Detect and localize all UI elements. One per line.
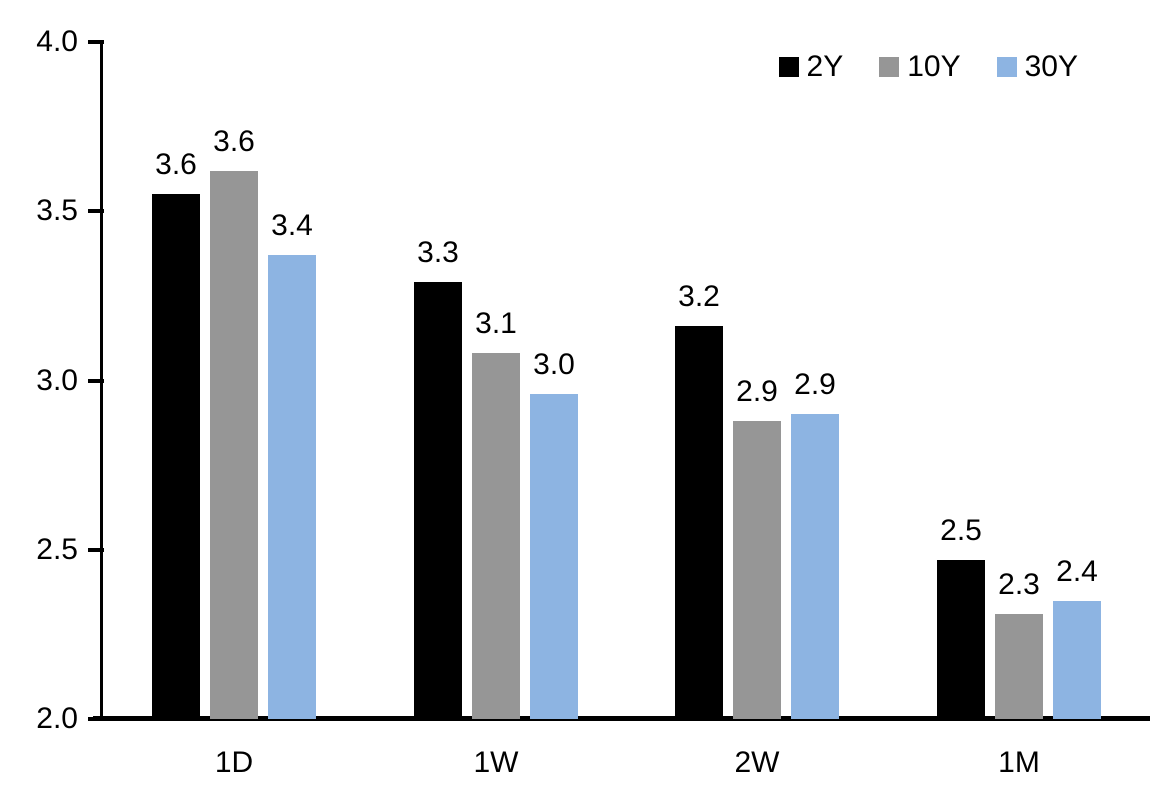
y-axis-label: 3.0 <box>36 364 78 397</box>
y-axis-tick <box>88 717 104 721</box>
y-axis-tick <box>88 209 104 213</box>
data-label: 3.6 <box>155 148 197 181</box>
x-category-label-2W: 2W <box>734 746 780 779</box>
data-label: 2.3 <box>998 568 1040 601</box>
legend: 2Y 10Y 30Y <box>778 50 1078 84</box>
x-category-label-1D: 1D <box>214 746 254 779</box>
bar-10Y-1D <box>210 171 258 719</box>
data-label: 3.1 <box>475 307 517 340</box>
data-label: 2.4 <box>1056 555 1098 588</box>
y-axis-tick <box>88 40 104 44</box>
x-axis-line <box>93 716 1150 721</box>
bar-2Y-2W <box>675 326 723 719</box>
data-label: 3.2 <box>678 280 720 313</box>
y-axis-tick <box>88 548 104 552</box>
x-category-label-1W: 1W <box>473 746 519 779</box>
bar-10Y-2W <box>733 421 781 719</box>
bar-30Y-1D <box>268 255 316 719</box>
bar-2Y-1W <box>414 282 462 719</box>
y-axis-label: 2.5 <box>36 533 78 566</box>
bar-30Y-1M <box>1053 601 1101 719</box>
y-axis-label: 3.5 <box>36 194 78 227</box>
y-axis-label: 4.0 <box>36 25 78 58</box>
data-label: 3.4 <box>271 209 313 242</box>
bar-2Y-1M <box>937 560 985 719</box>
legend-marker-10Y-icon <box>879 57 900 77</box>
data-label: 3.6 <box>213 125 255 158</box>
legend-label: 10Y <box>907 50 961 83</box>
data-label: 2.5 <box>940 514 982 547</box>
data-label: 2.9 <box>736 375 778 408</box>
bar-30Y-2W <box>791 414 839 719</box>
bar-30Y-1W <box>530 394 578 719</box>
legend-entry-2Y: 2Y <box>778 50 844 84</box>
y-axis-tick <box>88 379 104 383</box>
bar-2Y-1D <box>152 194 200 719</box>
legend-entry-30Y: 30Y <box>996 50 1078 84</box>
legend-marker-30Y-icon <box>996 57 1017 77</box>
legend-entry-10Y: 10Y <box>879 50 961 84</box>
legend-label: 2Y <box>806 50 844 83</box>
bar-10Y-1W <box>472 353 520 719</box>
x-category-label-1M: 1M <box>998 746 1040 779</box>
data-label: 3.0 <box>533 348 575 381</box>
data-label: 2.9 <box>794 368 836 401</box>
legend-label: 30Y <box>1024 50 1078 83</box>
y-axis-label: 2.0 <box>36 702 78 735</box>
legend-marker-2Y-icon <box>778 57 799 77</box>
bar-10Y-1M <box>995 614 1043 719</box>
data-label: 3.3 <box>417 236 459 269</box>
